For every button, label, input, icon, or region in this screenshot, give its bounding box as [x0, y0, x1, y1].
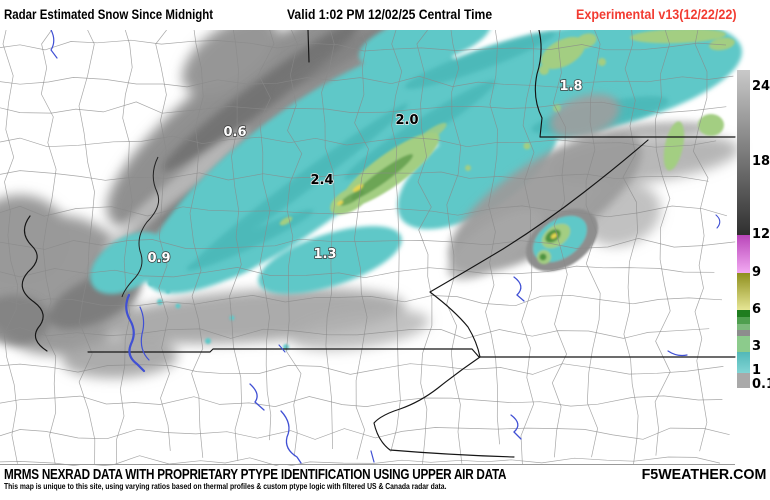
state-border-mississippi-river — [21, 215, 48, 352]
snow-amount-label: 2.4 — [310, 173, 333, 188]
footer-site-name: F5WEATHER.COM — [641, 466, 766, 483]
snow-bullseye — [525, 208, 599, 272]
river-northwest — [50, 30, 58, 59]
county-boundaries — [0, 30, 736, 466]
river-east-3 — [667, 350, 688, 357]
footer: MRMS NEXRAD DATA WITH PROPRIETARY PTYPE … — [0, 466, 770, 500]
river-south — [370, 450, 375, 463]
state-border-va-tn — [429, 291, 481, 358]
state-border-ky-wv-va — [534, 30, 736, 138]
teal-flecks — [148, 280, 289, 350]
state-border-north-segment — [307, 30, 310, 63]
experimental-version-label: Experimental v13(12/22/22) — [576, 7, 737, 22]
snow-amount-label: 1.3 — [313, 247, 336, 262]
river-small-2 — [715, 214, 721, 229]
kentucky-lake — [125, 293, 146, 373]
river-east-2 — [510, 414, 522, 440]
state-border-tn-nc — [373, 356, 515, 458]
snow-amount-labels: 0.6 2.0 1.8 2.4 0.9 1.3 — [147, 78, 584, 267]
river-small-1 — [278, 344, 286, 353]
state-border-ky-va — [429, 139, 649, 293]
snow-gray-fringe — [447, 93, 715, 281]
snow-amount-label: 0.9 — [147, 251, 170, 266]
river-central-2 — [280, 410, 302, 464]
snow-amount-label: 2.0 — [395, 113, 418, 128]
state-border-ky-tn-va-nc — [87, 348, 736, 358]
rivers-and-lakes — [50, 30, 721, 464]
snow-patches-green — [279, 30, 735, 226]
tennessee-river-line — [121, 156, 160, 298]
page-title: Radar Estimated Snow Since Midnight — [4, 7, 214, 22]
state-borders — [21, 30, 736, 458]
snow-map: 0.6 2.0 1.8 2.4 0.9 1.3 — [0, 30, 742, 466]
valid-time-label: Valid 1:02 PM 12/02/25 Central Time — [287, 7, 493, 22]
footer-disclaimer: This map is unique to this site, using v… — [4, 481, 447, 491]
lake-barkley — [139, 306, 150, 361]
river-east-1 — [513, 276, 525, 302]
footer-data-source: MRMS NEXRAD DATA WITH PROPRIETARY PTYPE … — [4, 466, 507, 483]
snow-amount-label: 0.6 — [223, 125, 246, 140]
snow-amount-label: 1.8 — [559, 79, 582, 94]
river-central-1 — [249, 383, 265, 411]
